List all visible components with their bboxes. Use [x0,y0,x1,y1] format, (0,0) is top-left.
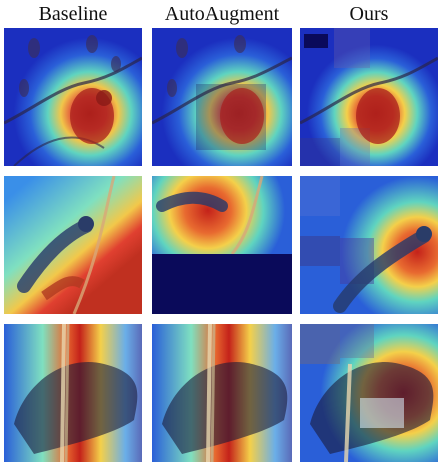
column-header-ours: Ours [349,3,389,25]
heatmap-baseline-row3 [4,324,142,462]
heatmap-autoaugment-row3 [152,324,292,462]
heatmap-ours-row2 [300,176,438,314]
column-header-baseline: Baseline [38,3,108,25]
heatmap-ours-row1 [300,28,438,166]
heatmap-autoaugment-row2 [152,176,292,314]
heatmap-baseline-row1 [4,28,142,166]
column-header-autoaugment: AutoAugment [164,3,280,25]
heatmap-autoaugment-row1 [152,28,292,166]
heatmap-baseline-row2 [4,176,142,314]
heatmap-ours-row3 [300,324,438,462]
